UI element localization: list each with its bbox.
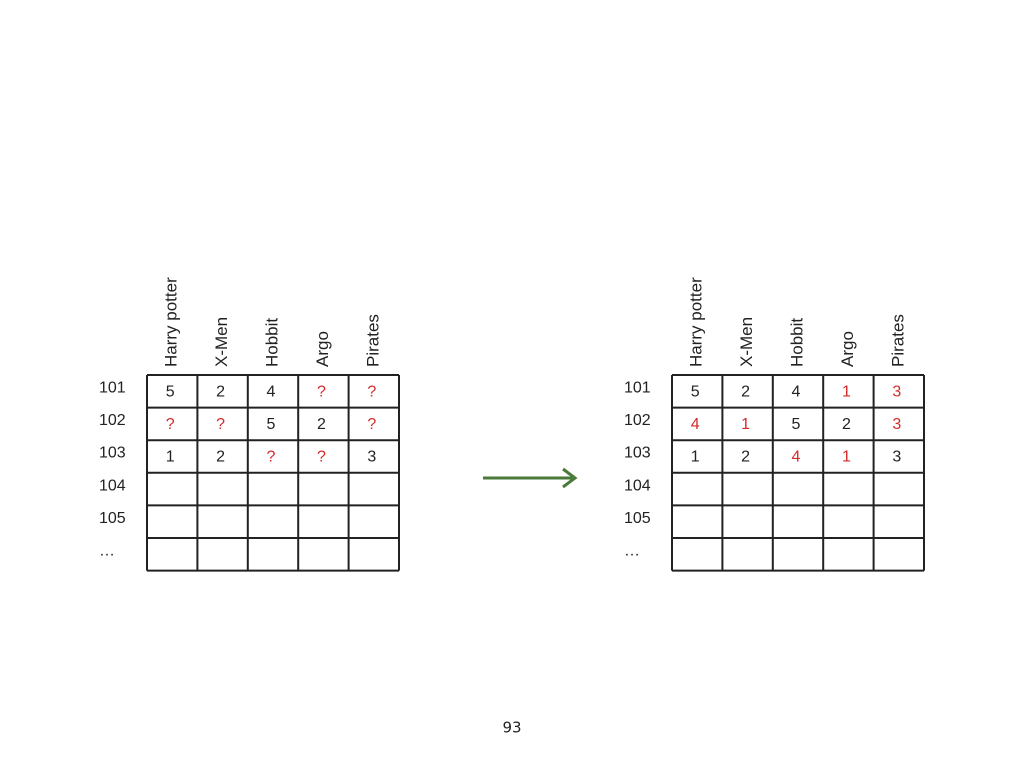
row-label: 105 [624, 510, 651, 527]
cell: 3 [367, 449, 376, 466]
arrow [483, 467, 578, 489]
table: Harry potter X-Men Hobbit Argo Pirates 101 102… [624, 277, 925, 572]
cell: 4 [792, 449, 801, 466]
cell: 3 [892, 384, 901, 401]
cell: 2 [741, 449, 750, 466]
cell: ? [166, 416, 175, 433]
row-label: 104 [624, 477, 651, 494]
cell: 1 [691, 449, 700, 466]
column-header: Argo [838, 331, 857, 367]
column-header: X-Men [737, 317, 756, 367]
table: Harry potter X-Men Hobbit Argo Pirates 101 102… [99, 277, 400, 572]
cell: 4 [691, 416, 700, 433]
cell: 5 [691, 384, 700, 401]
column-header: Hobbit [787, 318, 806, 367]
cell: 1 [842, 449, 851, 466]
column-header: Pirates [888, 314, 907, 367]
cell: 5 [792, 416, 801, 433]
cell: ? [317, 449, 326, 466]
cell: 5 [166, 384, 175, 401]
row-label: … [624, 543, 640, 560]
row-label: 104 [99, 477, 126, 494]
cell: 1 [741, 416, 750, 433]
cell: 2 [741, 384, 750, 401]
cell: 4 [792, 384, 801, 401]
cell: 2 [317, 416, 326, 433]
cell: ? [267, 449, 276, 466]
cell: 2 [216, 384, 225, 401]
cell: 2 [842, 416, 851, 433]
row-label: 102 [624, 412, 651, 429]
cell: ? [367, 416, 376, 433]
column-header: Harry potter [687, 277, 706, 367]
row-label: 103 [99, 445, 126, 462]
row-label: 102 [99, 412, 126, 429]
row-label: … [99, 543, 115, 560]
row-label: 103 [624, 445, 651, 462]
cell: ? [317, 384, 326, 401]
cell: 1 [842, 384, 851, 401]
row-label: 101 [99, 380, 126, 397]
cell: 3 [892, 416, 901, 433]
page-number: 93 [502, 719, 521, 737]
cell: 2 [216, 449, 225, 466]
cell: 3 [892, 449, 901, 466]
column-header: Pirates [363, 314, 382, 367]
row-label: 101 [624, 380, 651, 397]
cell: 5 [267, 416, 276, 433]
cell: 4 [267, 384, 276, 401]
cell: 1 [166, 449, 175, 466]
cell: ? [216, 416, 225, 433]
row-label: 105 [99, 510, 126, 527]
column-header: Harry potter [162, 277, 181, 367]
column-header: Argo [313, 331, 332, 367]
column-header: Hobbit [262, 318, 281, 367]
column-header: X-Men [212, 317, 231, 367]
cell: ? [367, 384, 376, 401]
